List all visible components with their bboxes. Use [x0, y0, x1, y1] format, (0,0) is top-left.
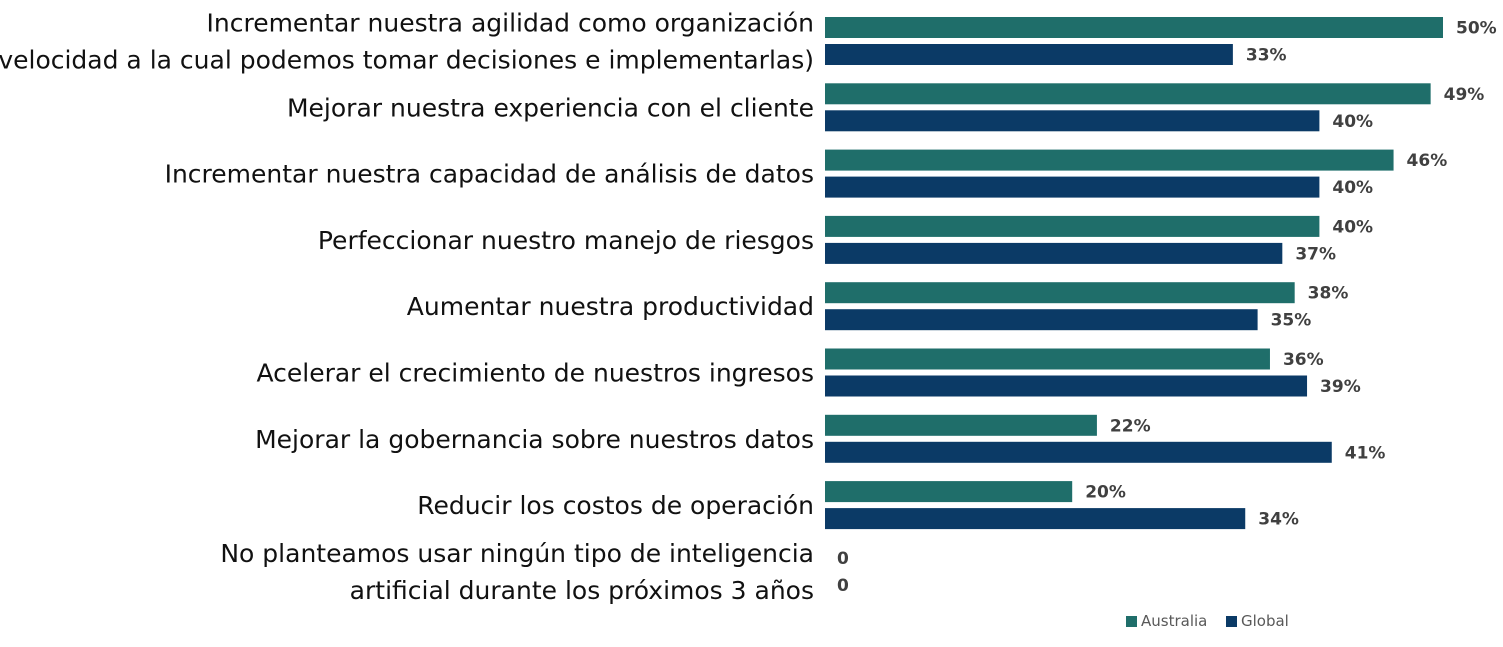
category-label: Acelerar el crecimiento de nuestros ingr… [256, 359, 814, 388]
bar-australia [825, 83, 1431, 105]
value-label-global: 40% [1332, 112, 1373, 132]
category-label: Reducir los costos de operación [417, 491, 814, 520]
value-label-australia: 38% [1308, 284, 1349, 304]
value-label-global: 39% [1320, 377, 1361, 397]
legend-swatch-australia [1126, 616, 1137, 627]
legend-swatch-global [1226, 616, 1237, 627]
category-label: Aumentar nuestra productividad [407, 292, 814, 321]
value-label-australia: 20% [1085, 483, 1126, 503]
value-label-global: 34% [1258, 510, 1299, 530]
bar-global [825, 242, 1283, 264]
category-label: No planteamos usar ningún tipo de inteli… [220, 539, 814, 568]
bar-australia [825, 149, 1394, 171]
bar-australia [825, 481, 1073, 503]
category-label: artificial durante los próximos 3 años [350, 576, 814, 605]
value-label-australia: 22% [1110, 416, 1151, 436]
bars-layer [825, 17, 1443, 530]
value-label-australia: 0 [837, 549, 849, 569]
value-label-global: 0 [837, 576, 849, 596]
legend: Australia Global [1126, 612, 1289, 630]
category-label: Incrementar nuestra agilidad como organi… [207, 9, 815, 38]
value-label-australia: 50% [1456, 19, 1497, 39]
category-label: Incrementar nuestra capacidad de análisi… [165, 160, 814, 189]
bar-global [825, 508, 1246, 530]
bar-australia [825, 414, 1097, 436]
value-label-global: 41% [1345, 443, 1386, 463]
value-label-australia: 49% [1444, 85, 1485, 105]
bar-australia [825, 348, 1270, 370]
bar-global [825, 110, 1320, 132]
category-labels: Incrementar nuestra agilidad como organi… [0, 9, 814, 605]
value-label-australia: 40% [1332, 217, 1373, 237]
value-label-australia: 36% [1283, 350, 1324, 370]
legend-label-global: Global [1241, 612, 1289, 630]
value-label-global: 35% [1271, 311, 1312, 331]
legend-label-australia: Australia [1141, 612, 1207, 630]
category-label: Mejorar nuestra experiencia con el clien… [287, 93, 814, 122]
bar-australia [825, 215, 1320, 237]
value-label-global: 33% [1246, 46, 1287, 66]
category-label: Mejorar la gobernancia sobre nuestros da… [255, 425, 814, 454]
bar-australia [825, 17, 1443, 38]
bar-global [825, 375, 1308, 397]
value-label-australia: 46% [1407, 151, 1448, 171]
category-label: Perfeccionar nuestro manejo de riesgos [318, 226, 814, 255]
bar-australia [825, 282, 1295, 304]
bar-global [825, 44, 1233, 65]
bar-global [825, 176, 1320, 198]
bar-global [825, 441, 1332, 463]
value-labels: 50% 33% 49% 40% 46% 40% 40% 37% 38% 35% 36% 39% 22% 4… [837, 19, 1497, 596]
value-label-global: 40% [1332, 178, 1373, 198]
bar-global [825, 309, 1258, 331]
value-label-global: 37% [1295, 244, 1336, 264]
category-label: (velocidad a la cual podemos tomar decis… [0, 46, 814, 75]
